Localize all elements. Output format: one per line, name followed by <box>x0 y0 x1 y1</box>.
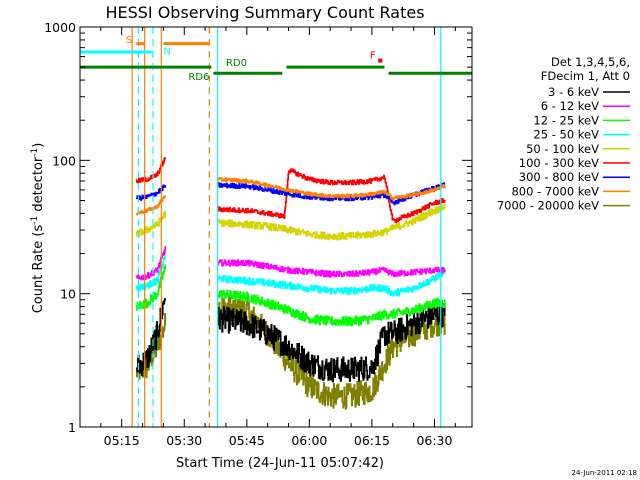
legend-entry-label: 50 - 100 keV <box>526 142 599 156</box>
series-100-300kev <box>136 157 446 223</box>
y-axis-label: Count Rate (s-1 detector-1) <box>30 143 46 314</box>
series-line <box>217 177 446 201</box>
x-axis-label: Start Time (24-Jun-11 05:07:42) <box>176 456 384 471</box>
series-50-100kev <box>136 203 446 241</box>
series-line <box>136 251 167 292</box>
x-tick-label: 05:45 <box>229 433 265 448</box>
axes: 05:15 05:30 05:45 06:00 06:15 06:30 1 10 100 1000 <box>44 20 473 448</box>
series-line <box>217 289 446 327</box>
x-tick-label: 05:15 <box>104 433 140 448</box>
series-800-7000kev <box>136 177 446 216</box>
series-line <box>217 267 446 297</box>
series-12-25kev <box>136 264 446 327</box>
flag-label: S <box>126 35 132 46</box>
legend-entry-label: 800 - 7000 keV <box>511 184 599 198</box>
x-tick-label: 06:00 <box>291 433 327 448</box>
legend-entry-label: 12 - 25 keV <box>533 113 599 127</box>
series-line <box>136 211 167 237</box>
chart-title: HESSI Observing Summary Count Rates <box>105 3 424 22</box>
plot-area: S N RD0 RD6 F <box>80 27 472 427</box>
series-line <box>136 298 167 377</box>
series-25-50kev <box>136 251 446 297</box>
series-line <box>136 264 167 311</box>
series-3-6kev <box>136 298 446 383</box>
legend-entry-label: 6 - 12 keV <box>541 99 599 113</box>
x-tick-label: 05:30 <box>166 433 202 448</box>
legend-entry-label: 25 - 50 keV <box>533 128 599 142</box>
legend-entry-label: 3 - 6 keV <box>548 85 599 99</box>
x-tick-label: 06:30 <box>416 433 452 448</box>
y-tick-label: 1000 <box>44 20 76 35</box>
y-tick-label: 100 <box>52 153 76 168</box>
series-line <box>136 157 167 184</box>
x-tick-label: 06:15 <box>354 433 390 448</box>
series-line <box>217 203 446 241</box>
legend-header-1: Det 1,3,4,5,6, <box>551 55 630 69</box>
series-300-800kev <box>136 182 446 206</box>
flag-label: F <box>370 51 376 62</box>
legend-entry-label: 300 - 800 keV <box>519 170 599 184</box>
series-line <box>217 168 446 223</box>
y-tick-label: 1 <box>68 420 76 435</box>
footer-timestamp: 24-Jun-2011 02:18 <box>572 469 638 477</box>
series-6-12kev <box>136 245 446 281</box>
series-line <box>217 302 446 383</box>
legend-header-2: FDecim 1, Att 0 <box>541 69 630 83</box>
series-line <box>217 259 446 278</box>
legend: Det 1,3,4,5,6, FDecim 1, Att 0 3 - 6 keV… <box>497 55 630 213</box>
flag-label: RD0 <box>226 58 247 69</box>
series-line <box>136 195 167 216</box>
y-tick-label: 10 <box>60 287 76 302</box>
plot-frame <box>79 26 473 428</box>
flag-label: N <box>163 47 170 58</box>
legend-entry-label: 7000 - 20000 keV <box>497 199 599 213</box>
flag-label: RD6 <box>188 72 209 83</box>
legend-entry-label: 100 - 300 keV <box>519 156 599 170</box>
